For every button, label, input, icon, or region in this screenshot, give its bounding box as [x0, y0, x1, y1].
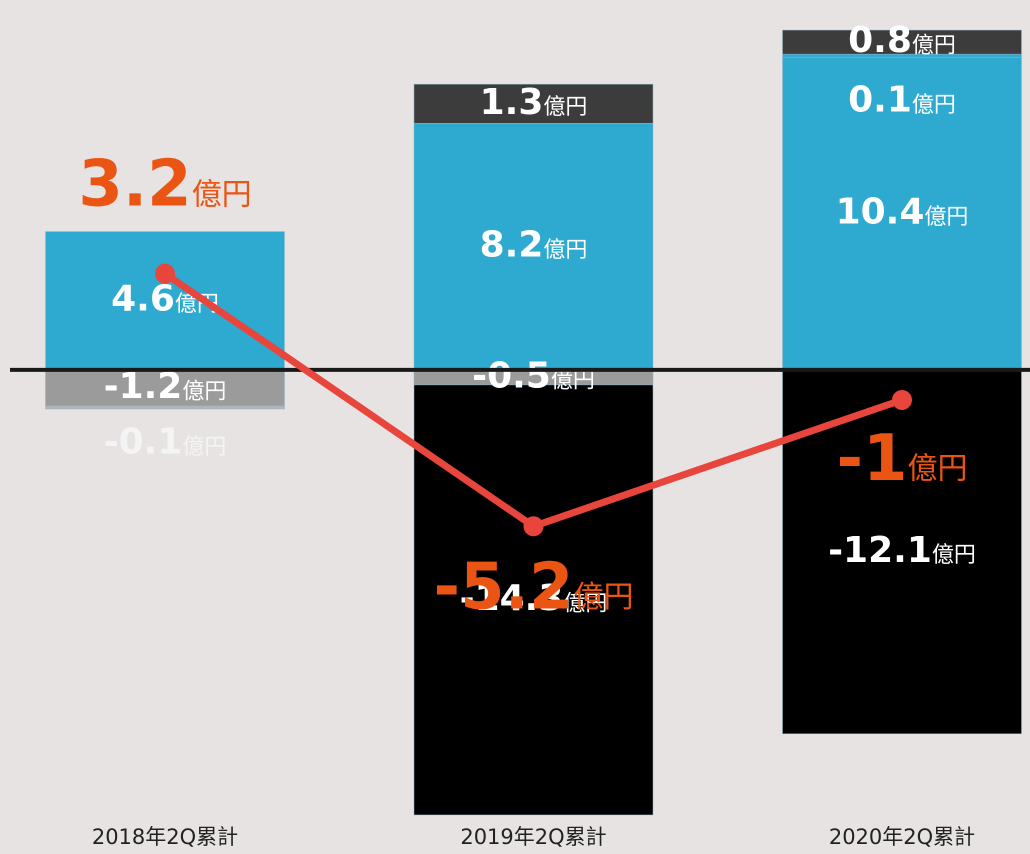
- label-unit: 億円: [908, 451, 968, 486]
- bar-segment: [782, 56, 1022, 371]
- label-unit: 億円: [182, 379, 226, 404]
- x-tick-label: 2018年2Q累計: [92, 825, 238, 849]
- label-number: 1.3: [480, 82, 544, 123]
- label-number: -14.3: [460, 578, 564, 619]
- label-unit: 億円: [924, 205, 968, 230]
- segment-label: 0.8億円: [848, 20, 956, 61]
- label-unit: 億円: [912, 93, 956, 118]
- segment-label: 10.4億円: [836, 192, 969, 233]
- segment-label: 1.3億円: [480, 82, 588, 123]
- label-number: -12.1: [828, 530, 932, 571]
- label-unit: 億円: [912, 33, 956, 58]
- label-number: 8.2: [480, 225, 544, 266]
- bar-segment: [782, 29, 1022, 55]
- label-number: 0.8: [848, 20, 912, 61]
- segment-label: 4.6億円: [111, 279, 219, 320]
- x-tick-label: 2019年2Q累計: [460, 825, 606, 849]
- segment-label: 8.2億円: [480, 225, 588, 266]
- label-number: 10.4: [836, 192, 925, 233]
- segment-label: -14.3億円: [460, 578, 608, 619]
- label-unit: 億円: [543, 95, 587, 120]
- label-number: 0.1: [848, 80, 912, 121]
- bar-segment: [45, 369, 285, 407]
- label-unit: 億円: [192, 177, 252, 212]
- label-unit: 億円: [551, 369, 595, 394]
- bar-segment: [45, 405, 285, 410]
- segment-label: -12.1億円: [828, 530, 976, 571]
- net-label: -1億円: [836, 422, 967, 496]
- x-tick-label: 2020年2Q累計: [829, 825, 975, 849]
- segment-label: -0.1億円: [104, 421, 227, 462]
- net-label: -5.2億円: [434, 550, 634, 624]
- bar-segment: [413, 83, 654, 124]
- label-number: -1: [836, 422, 907, 496]
- bar-segment: [413, 123, 654, 371]
- label-unit: 億円: [182, 435, 226, 460]
- bar-segment: [413, 384, 654, 816]
- label-unit: 億円: [563, 591, 607, 616]
- net-point: [892, 389, 912, 410]
- segment-label: 0.1億円: [848, 80, 956, 121]
- label-unit: 億円: [932, 543, 976, 568]
- label-number: -0.5: [472, 355, 551, 396]
- label-number: -5.2: [434, 550, 574, 624]
- label-number: 4.6: [111, 279, 175, 320]
- net-point: [155, 263, 175, 284]
- net-label: 3.2億円: [78, 147, 251, 221]
- label-unit: 億円: [543, 238, 587, 263]
- net-point: [523, 516, 544, 537]
- label-number: -1.2: [104, 366, 183, 407]
- label-number: 3.2: [78, 147, 191, 221]
- bar-segment: [45, 231, 285, 371]
- label-unit: 億円: [573, 579, 633, 614]
- segment-label: -1.2億円: [104, 366, 227, 407]
- label-number: -0.1: [104, 421, 183, 462]
- segment-label: -0.5億円: [472, 355, 595, 396]
